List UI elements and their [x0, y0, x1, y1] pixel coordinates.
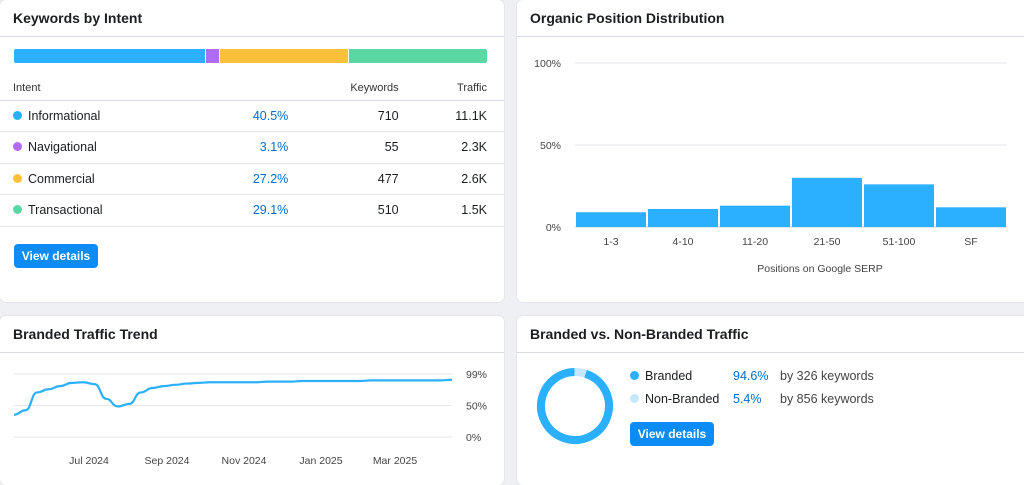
- x-tick-label: 1-3: [603, 236, 618, 248]
- intent-traffic: 2.3K: [415, 131, 504, 164]
- legend-percent-link[interactable]: 5.4%: [733, 392, 762, 406]
- branded-trend-card: Branded Traffic Trend 99% 50% 0% Jul 2024 Se…: [0, 316, 504, 485]
- header-keywords: Keywords: [297, 76, 416, 101]
- card-title: Organic Position Distribution: [530, 10, 725, 26]
- x-axis-label: Positions on Google SERP: [757, 263, 883, 275]
- table-row: Navigational 3.1% 55 2.3K: [0, 131, 504, 164]
- intent-traffic: 2.6K: [415, 163, 504, 195]
- view-details-button[interactable]: View details: [14, 244, 98, 268]
- intent-bar-segment[interactable]: [220, 49, 350, 63]
- y-tick-label: 50%: [466, 401, 487, 413]
- intent-label: Transactional: [28, 203, 103, 218]
- x-tick-label: Jan 2025: [299, 455, 342, 467]
- intent-keywords: 710: [297, 100, 416, 132]
- intent-label: Navigational: [28, 140, 97, 155]
- intent-traffic: 11.1K: [415, 100, 504, 132]
- legend-label-text: Branded: [645, 369, 693, 383]
- legend-dot-icon: [630, 371, 639, 380]
- y-tick-label: 0%: [466, 432, 481, 444]
- keywords-by-intent-card: Keywords by Intent Intent Keywords Traff…: [0, 0, 504, 302]
- position-bar[interactable]: [792, 177, 862, 227]
- intent-percent-link[interactable]: 3.1%: [216, 131, 298, 164]
- intent-bar-segment[interactable]: [14, 49, 206, 63]
- position-bar-chart: 100% 50% 0% 1-3 4-10 11-20 21-50 51-100 SF Positi…: [534, 58, 1007, 275]
- divider: [517, 36, 1024, 37]
- legend-keywords: by 326 keywords: [780, 369, 874, 383]
- view-details-button[interactable]: View details: [630, 422, 714, 446]
- intent-keywords: 510: [297, 194, 416, 227]
- intent-name: Informational: [0, 100, 217, 132]
- intent-name: Navigational: [0, 131, 217, 164]
- x-tick-label: 51-100: [883, 236, 916, 248]
- legend-label: Non-Branded: [630, 392, 719, 406]
- intent-stacked-bar: [14, 49, 487, 63]
- header-traffic: Traffic: [415, 76, 504, 101]
- y-tick-label: 0%: [546, 222, 561, 234]
- y-tick-label: 100%: [534, 58, 561, 70]
- x-tick-label: Sep 2024: [145, 455, 190, 467]
- intent-keywords: 477: [297, 163, 416, 195]
- position-bar[interactable]: [864, 184, 934, 227]
- legend-label: Branded: [630, 369, 692, 383]
- legend-keywords: by 856 keywords: [780, 392, 874, 406]
- x-tick-label: Mar 2025: [373, 455, 418, 467]
- intent-name: Transactional: [0, 194, 217, 227]
- card-title: Branded vs. Non-Branded Traffic: [530, 326, 749, 342]
- intent-percent-link[interactable]: 40.5%: [216, 100, 298, 132]
- organic-position-card: Organic Position Distribution 100% 50% 0% 1…: [517, 0, 1024, 302]
- divider: [517, 352, 1024, 353]
- branded-trend-line-chart: 99% 50% 0% Jul 2024 Sep 2024 Nov 2024 Jan 2025…: [13, 369, 487, 467]
- intent-dot-icon: [13, 205, 22, 215]
- card-title: Branded Traffic Trend: [13, 326, 158, 342]
- intent-label: Commercial: [28, 171, 95, 186]
- legend-row: Branded 94.6% by 326 keywords: [630, 369, 930, 385]
- x-tick-label: Nov 2024: [222, 455, 267, 467]
- table-row: Informational 40.5% 710 11.1K: [0, 100, 504, 132]
- intent-traffic: 1.5K: [415, 194, 504, 227]
- position-bar[interactable]: [936, 207, 1006, 227]
- divider: [0, 36, 504, 37]
- branded-donut-chart: [533, 363, 618, 449]
- legend-row: Non-Branded 5.4% by 856 keywords: [630, 392, 930, 408]
- card-title: Keywords by Intent: [13, 10, 143, 26]
- position-bar[interactable]: [720, 205, 790, 227]
- intent-percent-link[interactable]: 29.1%: [216, 194, 298, 227]
- y-tick-label: 99%: [466, 369, 487, 381]
- intent-dot-icon: [13, 142, 22, 152]
- header-pct: [216, 76, 298, 101]
- intent-percent-link[interactable]: 27.2%: [216, 163, 298, 195]
- branded-vs-nonbranded-card: Branded vs. Non-Branded Traffic Branded 9…: [517, 316, 1024, 485]
- y-tick-label: 50%: [540, 140, 561, 152]
- donut-slice[interactable]: [533, 363, 618, 449]
- branded-trend-line[interactable]: [13, 378, 453, 416]
- intent-bar-segment[interactable]: [349, 49, 487, 63]
- legend-percent-link[interactable]: 94.6%: [733, 369, 769, 383]
- header-intent: Intent: [0, 76, 217, 101]
- legend-dot-icon: [630, 394, 639, 403]
- x-tick-label: 11-20: [742, 236, 768, 248]
- x-tick-label: 21-50: [814, 236, 841, 248]
- divider: [0, 352, 504, 353]
- intent-name: Commercial: [0, 163, 217, 195]
- x-tick-label: Jul 2024: [69, 455, 109, 467]
- branded-legend: Branded 94.6% by 326 keywords Non-Branded 5.…: [630, 369, 930, 419]
- intent-label: Informational: [28, 108, 101, 123]
- x-tick-label: 4-10: [672, 236, 693, 248]
- intent-keywords: 55: [297, 131, 416, 164]
- legend-label-text: Non-Branded: [645, 392, 720, 406]
- intent-bar-segment[interactable]: [205, 49, 221, 63]
- table-row: Transactional 29.1% 510 1.5K: [0, 194, 504, 227]
- x-tick-label: SF: [964, 236, 977, 248]
- intent-table: Intent Keywords Traffic Informational 40.…: [0, 76, 504, 227]
- table-row: Commercial 27.2% 477 2.6K: [0, 163, 504, 195]
- intent-dot-icon: [13, 173, 22, 183]
- position-bar[interactable]: [648, 208, 718, 227]
- position-bar[interactable]: [576, 212, 646, 227]
- intent-dot-icon: [13, 110, 22, 120]
